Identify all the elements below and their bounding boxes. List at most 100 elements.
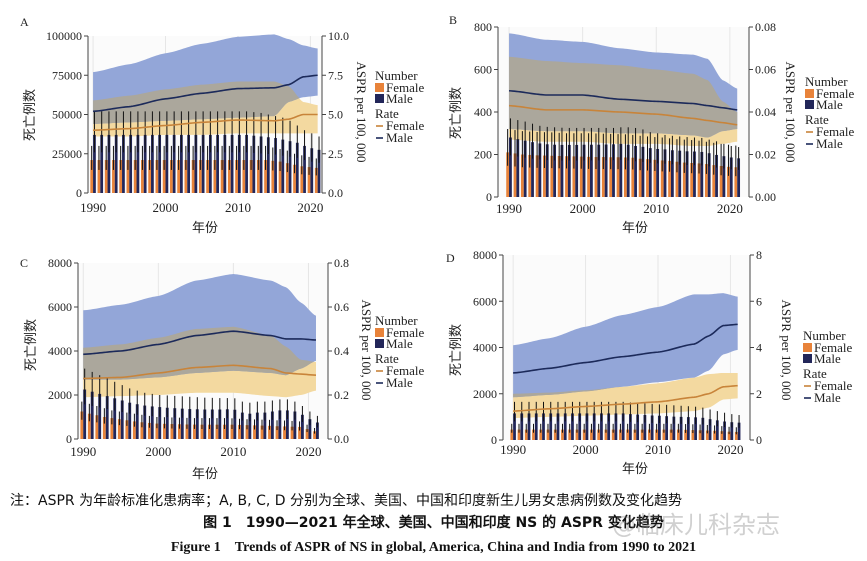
left-tick-label: 25000 [52,147,82,161]
female-number-bar [506,152,510,197]
female-number-bar [260,425,264,439]
female-number-bar [208,424,211,439]
chart-panel-c: 0 2000 4000 6000 8000 0.0 0.2 0.4 0.6 0.8 1990 2000… [20,256,424,482]
panel-letter: C [20,256,28,270]
female-rate-line [508,104,738,126]
female-number-bar [125,420,129,439]
male-number-bar [679,416,683,440]
female-number-bar [568,429,572,440]
female-number-bar [682,162,686,197]
y-axis-title: 死亡例数 [24,319,39,371]
legend-number-title: Number [803,328,846,343]
male-number-bar [641,146,645,197]
female-number-bar [619,429,622,440]
left-tick-label: 0 [66,432,72,446]
left-tick-label: 4000 [48,344,72,358]
male-number-bar [693,151,696,197]
female-number-bar [604,429,608,440]
female-number-bar [638,158,642,197]
chart-panel-a: 0 25000 50000 75000 100000 0.0 2.5 5.0 7.5 10.0 19… [20,15,424,236]
legend-female-rate-label: Female [386,118,424,133]
legend-female-number-label: Female [814,340,852,355]
female-number-bar [528,154,532,197]
female-number-bar [720,431,724,440]
right-tick-label: 7.5 [328,68,343,82]
male-number-bar [575,144,579,197]
legend-female-number-label: Female [386,325,424,340]
male-number-bar [218,409,222,439]
legend-female-bar-swatch [375,83,384,92]
female-number-bar [697,163,701,197]
female-number-bar [633,429,637,440]
female-number-bar [662,429,666,440]
male-number-bar [585,413,589,440]
male-number-bar [707,153,711,197]
male-number-bar [567,144,571,197]
female-number-bar [510,429,514,440]
male-number-bar [100,134,104,193]
male-rate-line [83,330,317,356]
female-number-bar [517,429,521,440]
male-number-bar [223,134,227,193]
male-number-bar [730,422,734,440]
right-tick-label: 5.0 [328,108,343,122]
female-number-bar [539,429,543,440]
male-number-bar [722,156,726,197]
male-number-bar [538,143,542,197]
legend-male-number-label: Male [386,336,413,351]
male-number-bar [626,144,630,197]
female-number-bar [305,429,309,439]
male-number-bar [619,143,623,197]
male-number-bar [701,417,705,440]
female-number-bar [178,424,181,439]
male-number-bar [531,142,534,197]
male-number-bar [150,406,154,439]
female-number-bar [691,430,695,440]
x-tick-label: 2020 [717,201,743,216]
female-number-bar [690,163,694,197]
female-number-bar [193,424,196,439]
female-number-bar [727,431,731,440]
female-number-bar [543,155,546,197]
female-number-bar [535,155,539,197]
female-number-bar [97,160,101,193]
female-number-bar [513,153,517,197]
x-tick-label: 2020 [295,444,321,459]
male-number-bar [230,134,234,193]
male-number-bar [143,405,147,439]
female-number-bar [213,160,217,193]
female-number-bar [712,165,716,197]
female-number-bar [268,425,271,439]
female-number-bar [713,430,716,440]
female-number-bar [185,424,189,439]
female-number-bar [191,160,195,193]
legend-male-bar-swatch [375,339,384,348]
left-tick-label: 50000 [52,108,82,122]
female-number-bar [141,160,144,193]
male-number-bar [678,150,682,197]
male-number-bar [252,135,256,193]
male-number-bar [107,134,111,193]
male-rate-line [513,323,738,374]
legend-female-bar-swatch [803,343,812,352]
legend-male-number-label: Male [386,91,413,106]
male-number-bar [629,414,632,440]
female-number-bar [561,429,564,440]
male-number-bar [310,148,314,193]
right-axis-title: ASPR per 100, 000 [783,61,798,162]
male-number-bar [113,398,117,439]
male-number-bar [308,419,312,439]
male-rate-line [93,74,318,113]
male-number-bar [270,411,274,439]
male-number-bar [527,413,531,440]
right-tick-label: 2 [756,387,762,401]
male-number-bar [151,134,154,193]
right-tick-label: 8 [756,248,762,262]
left-tick-label: 4000 [473,341,497,355]
female-number-bar [104,160,108,193]
female-number-bar [609,157,613,197]
female-number-bar [698,430,702,440]
chart-panel-b: 0 200 400 600 800 0.00 0.02 0.04 0.06 0.08 1990 200… [449,13,854,236]
male-number-bar [600,413,603,440]
